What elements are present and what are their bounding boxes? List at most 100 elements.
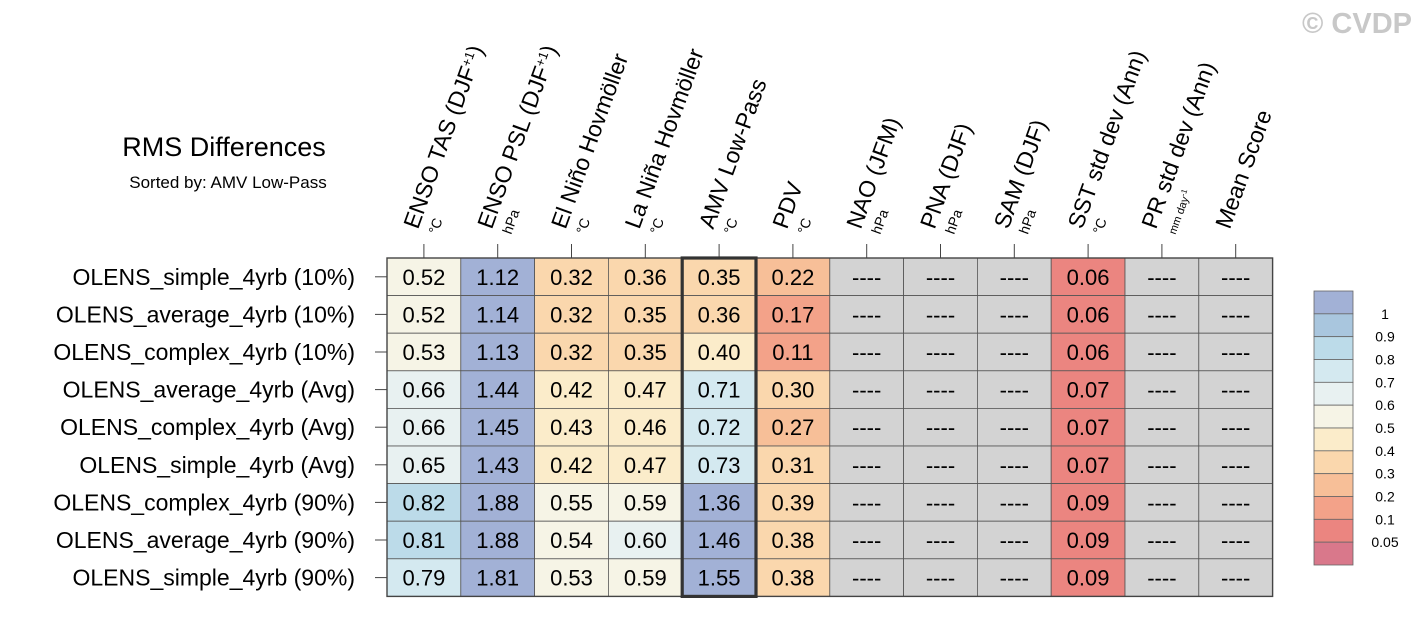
cell-value-r2-pdv: 0.17 [771, 302, 814, 327]
cell-r8-el-ni-o-hovm-ller [534, 520, 609, 560]
cell-value-r6-el-ni-o-hovm-ller: 0.42 [550, 453, 593, 478]
cell-value-r2-el-ni-o-hovm-ller: 0.32 [550, 302, 593, 327]
row-label: OLENS_complex_4yrb (10%) [53, 339, 355, 365]
cell-value-r1-mean-score: ---- [1221, 265, 1250, 290]
cell-value-r8-pdv: 0.38 [771, 528, 814, 553]
cell-r1-mean-score [1198, 257, 1274, 296]
cell-r8-la-ni-a-hovm-ller [608, 520, 683, 560]
cell-r9-pr-std-dev-ann [1124, 558, 1200, 597]
cell-value-r1-nao-jfm: ---- [852, 265, 881, 290]
cell-value-r4-sam-djf: ---- [1000, 378, 1029, 403]
cell-value-r8-enso-tas-djf: 0.81 [402, 528, 445, 553]
cell-value-r9-pdv: 0.38 [771, 566, 814, 591]
cell-value-r1-pdv: 0.22 [771, 265, 814, 290]
cell-value-r4-pr-std-dev-ann: ---- [1147, 378, 1176, 403]
cell-value-r6-mean-score: ---- [1221, 453, 1250, 478]
cell-value-r6-pdv: 0.31 [771, 453, 814, 478]
chart-subtitle: Sorted by: AMV Low-Pass [129, 173, 326, 192]
column-header-pna-djf: PNA (DJF)hPa [915, 120, 977, 236]
cell-value-r6-enso-psl-djf: 1.43 [476, 453, 519, 478]
colorbar-label: 0.1 [1375, 511, 1395, 527]
cell-value-r9-pna-djf: ---- [926, 566, 955, 591]
cell-r1-enso-psl-djf [460, 257, 535, 296]
column-label: ENSO TAS (DJF+1) [398, 42, 488, 232]
cell-value-r9-sst-std-dev-ann: 0.09 [1067, 566, 1110, 591]
cell-value-r5-mean-score: ---- [1221, 415, 1250, 440]
cell-value-r4-la-ni-a-hovm-ller: 0.47 [624, 378, 667, 403]
cell-r5-sam-djf [977, 407, 1052, 447]
cell-r8-sst-std-dev-ann [1050, 520, 1126, 560]
cell-r4-pna-djf [903, 370, 978, 409]
column-label: La Niña Hovmöller [620, 45, 709, 232]
cell-value-r3-pna-djf: ---- [926, 340, 955, 365]
chart-title: RMS Differences [122, 132, 326, 162]
cell-value-r5-el-ni-o-hovm-ller: 0.43 [550, 415, 593, 440]
cell-r5-mean-score [1198, 407, 1274, 447]
cell-r3-pdv [755, 332, 831, 372]
cell-r7-pr-std-dev-ann [1124, 483, 1200, 522]
column-unit: °C [573, 216, 593, 236]
cell-r6-sst-std-dev-ann [1050, 445, 1126, 484]
cell-r4-pr-std-dev-ann [1124, 370, 1200, 409]
cell-r4-nao-jfm [829, 370, 904, 409]
row-label: OLENS_simple_4yrb (Avg) [79, 452, 355, 478]
column-header-nao-jfm: NAO (JFM)hPa [841, 114, 905, 236]
row-label: OLENS_simple_4yrb (10%) [72, 264, 355, 290]
cell-value-r7-el-ni-o-hovm-ller: 0.55 [550, 490, 593, 515]
cell-value-r4-amv-low-pass: 0.71 [698, 378, 741, 403]
row-label: OLENS_simple_4yrb (90%) [72, 565, 355, 591]
cell-value-r6-nao-jfm: ---- [852, 453, 881, 478]
cell-value-r4-enso-tas-djf: 0.66 [402, 378, 445, 403]
cell-value-r2-mean-score: ---- [1221, 302, 1250, 327]
column-header-sam-djf: SAM (DJF)hPa [989, 116, 1052, 236]
cell-r5-sst-std-dev-ann [1050, 407, 1126, 447]
cell-value-r3-pr-std-dev-ann: ---- [1147, 340, 1176, 365]
cell-value-r8-mean-score: ---- [1221, 528, 1250, 553]
cell-value-r2-amv-low-pass: 0.36 [698, 302, 741, 327]
cell-r1-la-ni-a-hovm-ller [608, 257, 683, 296]
cell-value-r7-la-ni-a-hovm-ller: 0.59 [624, 490, 667, 515]
cell-value-r2-enso-psl-djf: 1.14 [476, 302, 519, 327]
cell-value-r6-pr-std-dev-ann: ---- [1147, 453, 1176, 478]
cell-value-r7-enso-psl-djf: 1.88 [476, 490, 519, 515]
cell-r3-pna-djf [903, 332, 978, 372]
cell-value-r1-amv-low-pass: 0.35 [698, 265, 741, 290]
cell-r7-pna-djf [903, 483, 978, 522]
cell-value-r8-pna-djf: ---- [926, 528, 955, 553]
cell-value-r1-sam-djf: ---- [1000, 265, 1029, 290]
copyright-label: © CVDP [1302, 8, 1412, 40]
cell-r6-sam-djf [977, 445, 1052, 484]
cell-value-r3-mean-score: ---- [1221, 340, 1250, 365]
cell-value-r2-pna-djf: ---- [926, 302, 955, 327]
cell-value-r2-sst-std-dev-ann: 0.06 [1067, 302, 1110, 327]
column-label: ENSO PSL (DJF+1) [472, 42, 562, 232]
cell-r2-pna-djf [903, 295, 978, 334]
cell-value-r9-enso-tas-djf: 0.79 [402, 566, 445, 591]
cell-value-r4-pdv: 0.30 [771, 378, 814, 403]
cell-value-r5-amv-low-pass: 0.72 [698, 415, 741, 440]
cell-value-r7-amv-low-pass: 1.36 [698, 490, 741, 515]
cell-value-r2-nao-jfm: ---- [852, 302, 881, 327]
cell-value-r8-amv-low-pass: 1.46 [698, 528, 741, 553]
cell-r5-pna-djf [903, 407, 978, 447]
colorbar-box [1313, 473, 1354, 497]
cell-value-r5-nao-jfm: ---- [852, 415, 881, 440]
cell-value-r6-enso-tas-djf: 0.65 [402, 453, 445, 478]
cell-value-r8-nao-jfm: ---- [852, 528, 881, 553]
cell-value-r9-nao-jfm: ---- [852, 566, 881, 591]
cell-r8-pr-std-dev-ann [1124, 520, 1200, 560]
cell-value-r1-enso-tas-djf: 0.52 [402, 265, 445, 290]
row-labels: OLENS_simple_4yrb (10%) OLENS_average_4yr… [53, 264, 387, 591]
cell-r9-enso-psl-djf [460, 558, 535, 597]
cell-r9-pna-djf [903, 558, 978, 597]
colorbar-label: 0.8 [1375, 352, 1395, 368]
cell-r1-pna-djf [903, 257, 978, 296]
cell-value-r8-la-ni-a-hovm-ller: 0.60 [624, 528, 667, 553]
cell-value-r4-sst-std-dev-ann: 0.07 [1067, 378, 1110, 403]
cell-value-r4-nao-jfm: ---- [852, 378, 881, 403]
cell-value-r3-nao-jfm: ---- [852, 340, 881, 365]
cell-r9-sst-std-dev-ann [1050, 558, 1126, 597]
cell-r9-sam-djf [977, 558, 1052, 597]
cell-r9-nao-jfm [829, 558, 904, 597]
